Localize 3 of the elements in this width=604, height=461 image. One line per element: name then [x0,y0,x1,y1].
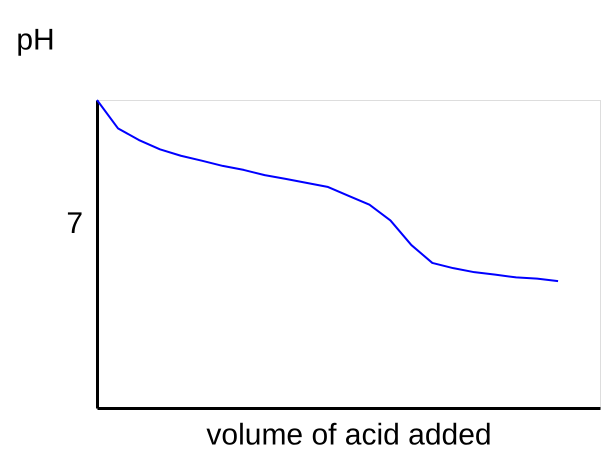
x-axis-title: volume of acid added [206,418,492,452]
text: 7 [66,207,83,240]
y-axis-title: pH [16,24,55,56]
